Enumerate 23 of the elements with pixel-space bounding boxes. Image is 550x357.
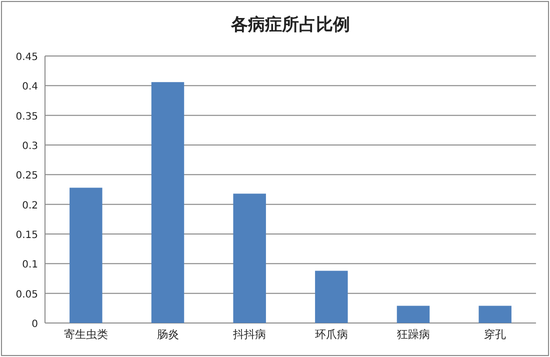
x-tick-label: 寄生虫类: [64, 328, 108, 341]
x-tick-label: 狂躁病: [396, 328, 430, 341]
y-tick-label: 0.25: [16, 170, 38, 182]
bar: [233, 194, 266, 323]
y-tick-label: 0: [32, 319, 38, 330]
y-tick-label: 0.35: [16, 111, 38, 122]
x-tick-label: 环爪病: [314, 328, 348, 341]
bar: [315, 270, 348, 323]
y-tick-label: 0.4: [22, 82, 38, 93]
y-tick-label: 0.05: [16, 289, 38, 300]
y-tick-label: 0.2: [22, 200, 38, 212]
y-tick-label: 0.1: [22, 260, 38, 271]
x-tick-label: 穿孔: [484, 328, 506, 341]
chart-title: 各病症所占比例: [230, 15, 350, 35]
x-tick-label: 肠炎: [156, 328, 179, 341]
bar: [151, 82, 184, 323]
bar: [478, 306, 512, 323]
y-tick-label: 0.45: [16, 52, 38, 63]
y-tick-label: 0.3: [22, 141, 38, 152]
bar: [396, 306, 430, 323]
x-tick-label: 抖抖病: [232, 328, 266, 341]
bar: [70, 188, 102, 323]
y-tick-label: 0.15: [16, 230, 38, 241]
